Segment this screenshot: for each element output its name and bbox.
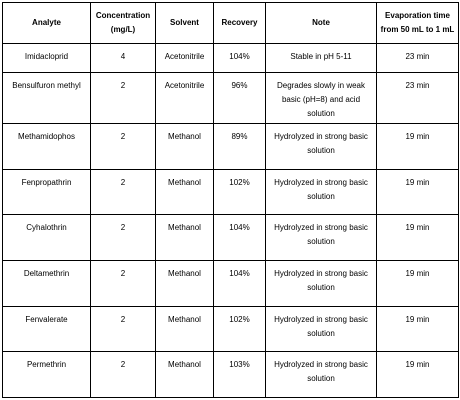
table-header-row: Analyte Concentration (mg/L) Solvent Rec… [2, 2, 459, 44]
cell-evaporation-time: 19 min [376, 214, 459, 261]
cell-note: Hydrolyzed in strong basic solution [265, 259, 377, 307]
header-recovery: Recovery [213, 2, 266, 44]
header-evaporation-time: Evaporation time from 50 mL to 1 mL [376, 2, 459, 44]
cell-evaporation-time: 19 min [376, 259, 459, 307]
cell-analyte: Methamidophos [2, 122, 91, 170]
table-row: Methamidophos 2 Methanol 89% Hydrolyzed … [2, 122, 459, 170]
table-row: Bensulfuron methyl 2 Acetonitrile 96% De… [2, 72, 459, 124]
cell-analyte: Permethrin [2, 351, 91, 398]
cell-concentration: 2 [90, 122, 156, 170]
cell-recovery: 96% [213, 72, 266, 124]
cell-evaporation-time: 23 min [376, 42, 459, 74]
cell-analyte: Fenpropathrin [2, 168, 91, 216]
cell-analyte: Bensulfuron methyl [2, 72, 91, 124]
cell-evaporation-time: 19 min [376, 305, 459, 353]
cell-evaporation-time: 19 min [376, 122, 459, 170]
cell-solvent: Methanol [155, 168, 214, 216]
cell-note: Hydrolyzed in strong basic solution [265, 351, 377, 398]
cell-concentration: 2 [90, 168, 156, 216]
cell-solvent: Methanol [155, 214, 214, 261]
cell-evaporation-time: 23 min [376, 72, 459, 124]
cell-note: Hydrolyzed in strong basic solution [265, 122, 377, 170]
cell-recovery: 102% [213, 168, 266, 216]
cell-solvent: Methanol [155, 122, 214, 170]
cell-concentration: 2 [90, 259, 156, 307]
cell-recovery: 104% [213, 214, 266, 261]
cell-concentration: 2 [90, 214, 156, 261]
header-note: Note [265, 2, 377, 44]
cell-note: Hydrolyzed in strong basic solution [265, 305, 377, 353]
table-row: Deltamethrin 2 Methanol 104% Hydrolyzed … [2, 259, 459, 307]
table-row: Fenpropathrin 2 Methanol 102% Hydrolyzed… [2, 168, 459, 216]
table-row: Cyhalothrin 2 Methanol 104% Hydrolyzed i… [2, 214, 459, 261]
cell-recovery: 89% [213, 122, 266, 170]
cell-solvent: Acetonitrile [155, 72, 214, 124]
table-row: Fenvalerate 2 Methanol 102% Hydrolyzed i… [2, 305, 459, 353]
header-solvent: Solvent [155, 2, 214, 44]
cell-recovery: 104% [213, 42, 266, 74]
cell-note: Degrades slowly in weak basic (pH=8) and… [265, 72, 377, 124]
cell-recovery: 103% [213, 351, 266, 398]
cell-concentration: 2 [90, 305, 156, 353]
cell-analyte: Fenvalerate [2, 305, 91, 353]
cell-note: Hydrolyzed in strong basic solution [265, 214, 377, 261]
cell-evaporation-time: 19 min [376, 351, 459, 398]
cell-solvent: Methanol [155, 305, 214, 353]
cell-concentration: 2 [90, 72, 156, 124]
cell-recovery: 104% [213, 259, 266, 307]
header-concentration: Concentration (mg/L) [90, 2, 156, 44]
cell-analyte: Imidacloprid [2, 42, 91, 74]
cell-solvent: Methanol [155, 259, 214, 307]
cell-solvent: Acetonitrile [155, 42, 214, 74]
cell-evaporation-time: 19 min [376, 168, 459, 216]
cell-recovery: 102% [213, 305, 266, 353]
table-row: Permethrin 2 Methanol 103% Hydrolyzed in… [2, 351, 459, 398]
cell-concentration: 2 [90, 351, 156, 398]
table-row: Imidacloprid 4 Acetonitrile 104% Stable … [2, 42, 459, 74]
cell-note: Hydrolyzed in strong basic solution [265, 168, 377, 216]
cell-note: Stable in pH 5-11 [265, 42, 377, 74]
cell-analyte: Cyhalothrin [2, 214, 91, 261]
cell-analyte: Deltamethrin [2, 259, 91, 307]
cell-concentration: 4 [90, 42, 156, 74]
header-analyte: Analyte [2, 2, 91, 44]
cell-solvent: Methanol [155, 351, 214, 398]
